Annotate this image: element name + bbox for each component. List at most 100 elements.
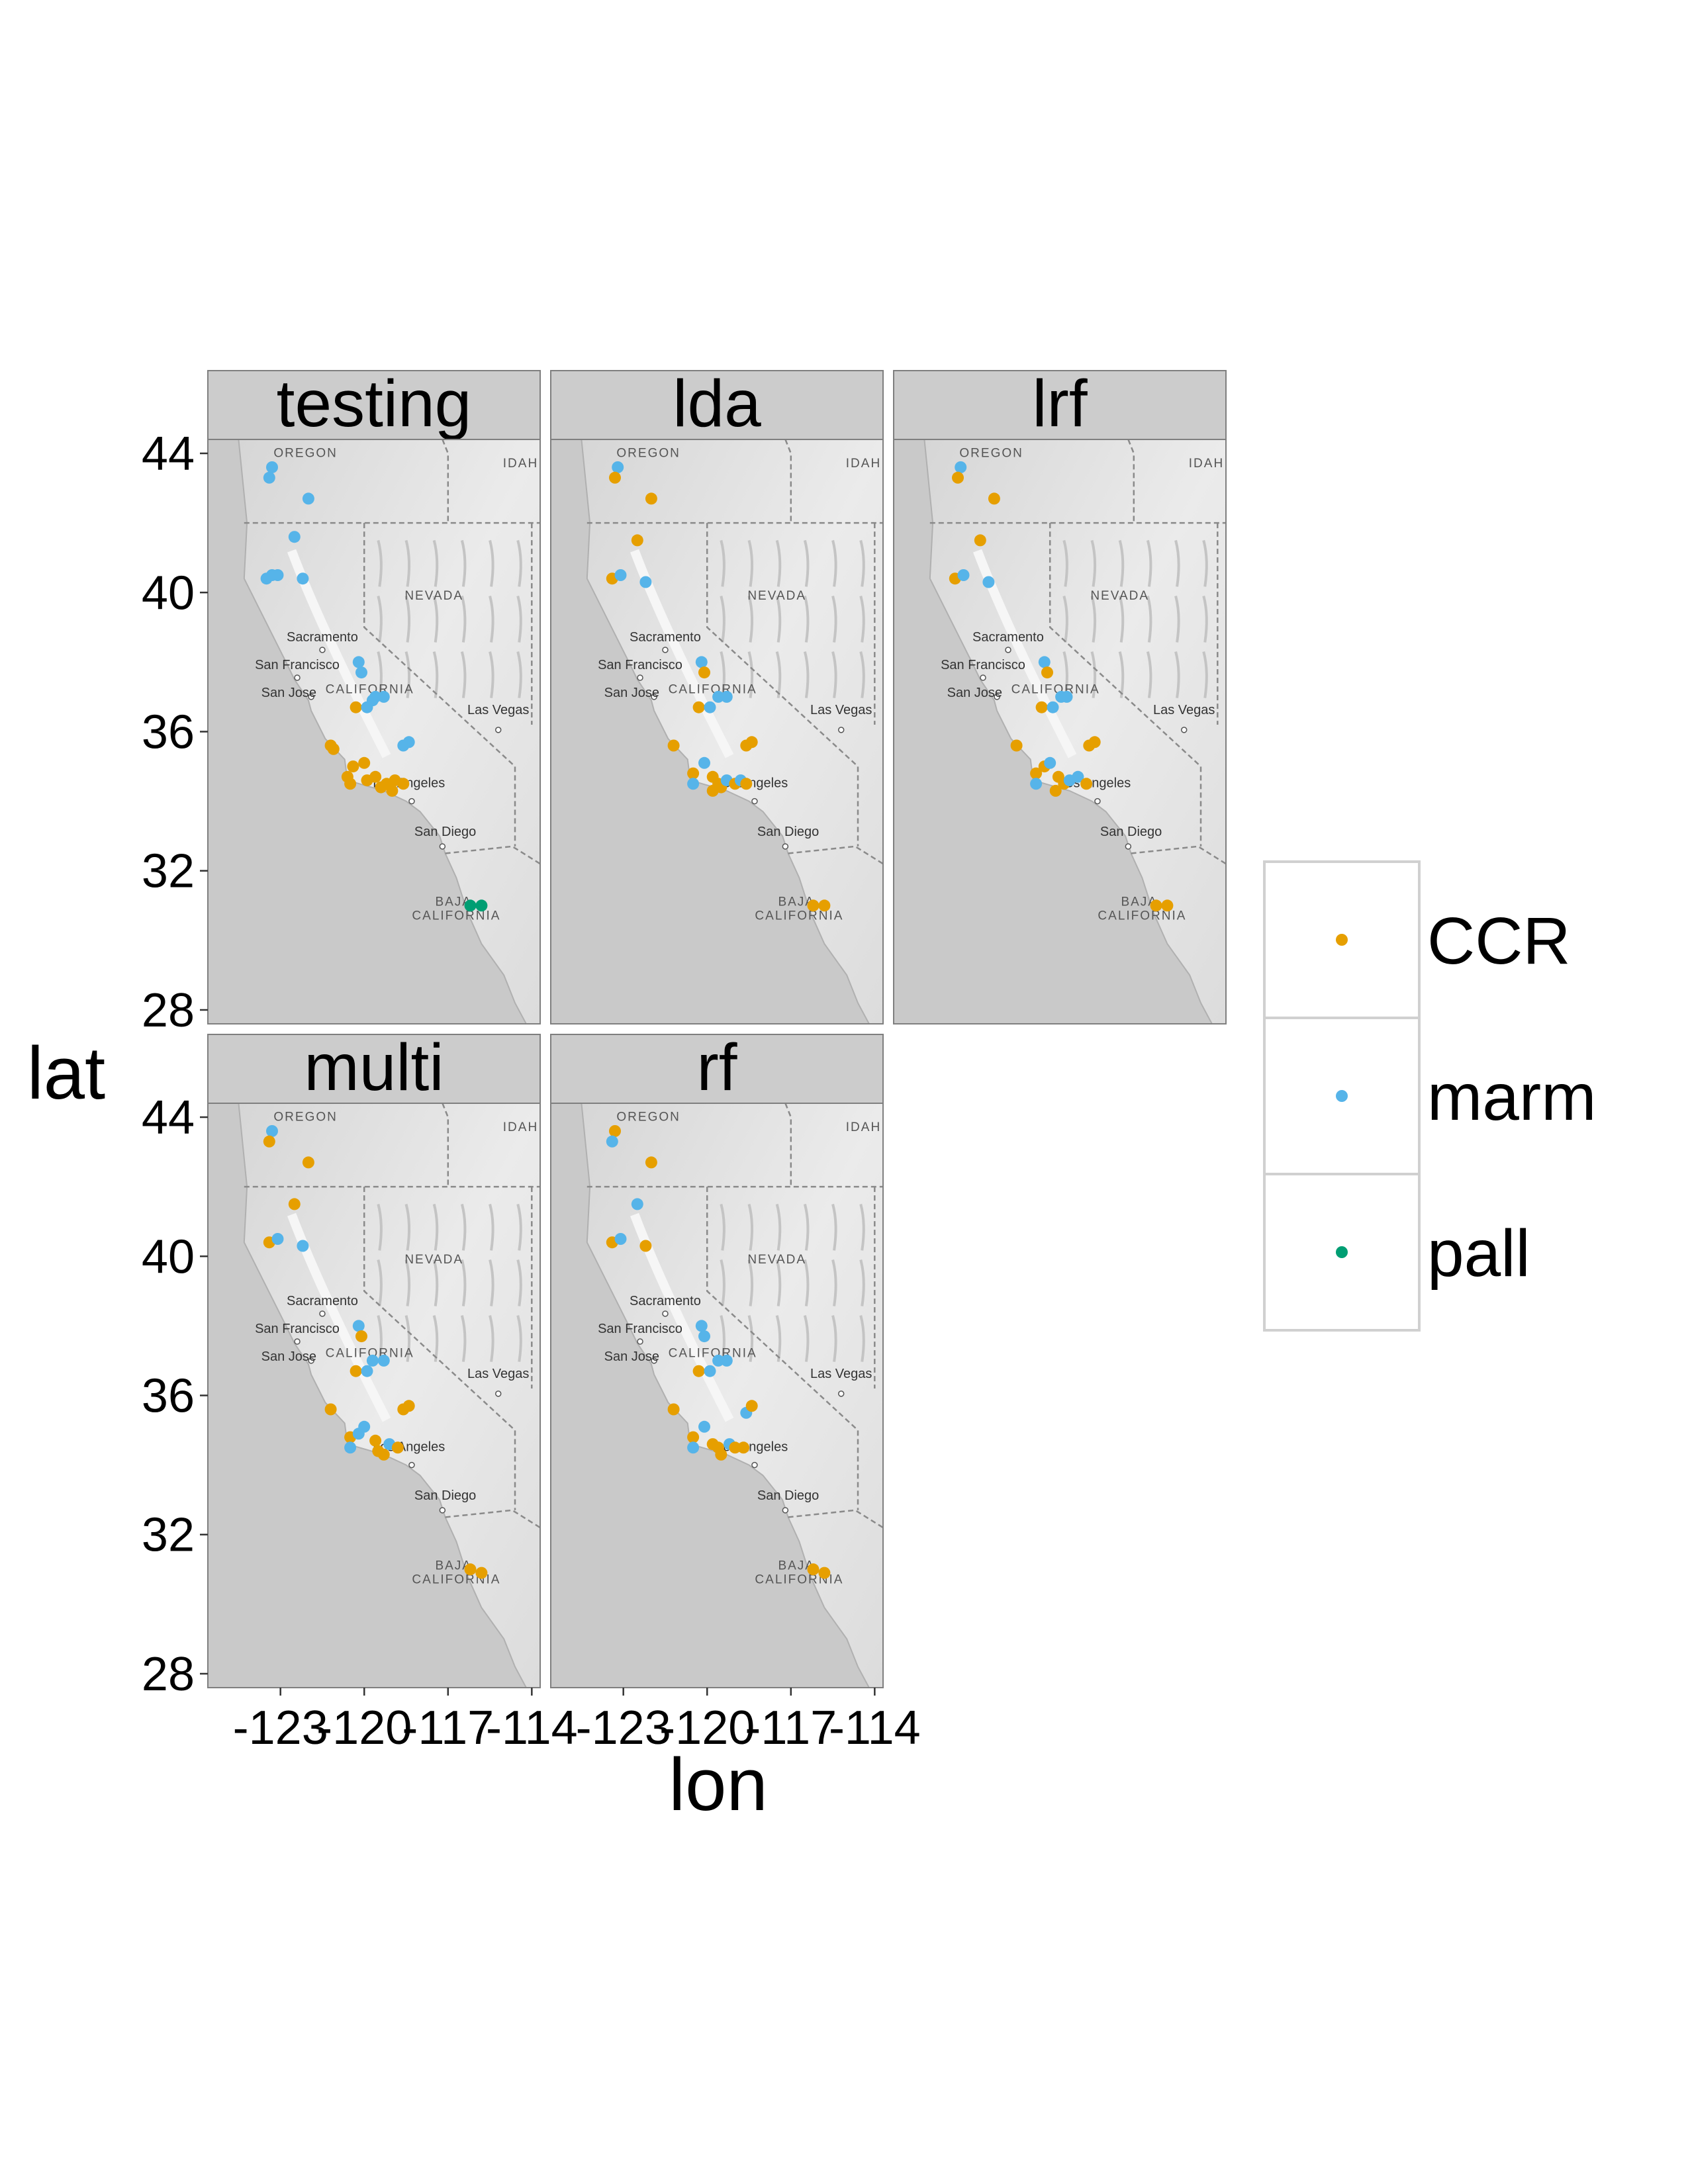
city-marker bbox=[294, 674, 301, 681]
legend-label: CCR bbox=[1427, 904, 1571, 978]
data-point-CCR bbox=[347, 760, 359, 773]
facet-panel-rf: rfOREGONIDAHNEVADACALIFORNIABAJACALIFORN… bbox=[550, 1030, 884, 1688]
terrain-ridge bbox=[803, 651, 810, 698]
terrain-ridge bbox=[1174, 651, 1180, 698]
terrain-ridge bbox=[859, 1259, 865, 1306]
data-point-CCR bbox=[1041, 666, 1053, 679]
data-point-CCR bbox=[706, 784, 719, 797]
data-point-CCR bbox=[341, 770, 353, 783]
central-valley bbox=[287, 1212, 391, 1422]
city-marker bbox=[837, 727, 845, 733]
state-border bbox=[784, 439, 792, 523]
data-point-CCR bbox=[974, 534, 986, 547]
terrain-ridge bbox=[377, 1259, 383, 1306]
data-point-marm bbox=[982, 576, 995, 588]
data-point-marm bbox=[631, 1198, 643, 1210]
data-point-marm bbox=[614, 1233, 627, 1245]
state-border bbox=[706, 523, 859, 846]
x-tick-label: -123 bbox=[233, 1702, 328, 1754]
terrain-ridge bbox=[859, 1315, 865, 1362]
facet-panels: testing OREGONIDAHNEVADACALIFORNIABAJACAL… bbox=[207, 367, 1227, 1688]
data-point-CCR bbox=[327, 743, 340, 755]
data-point-marm bbox=[695, 656, 708, 668]
y-tick-label: 44 bbox=[142, 1091, 195, 1144]
data-point-marm bbox=[712, 1354, 725, 1367]
terrain-ridge bbox=[1174, 596, 1180, 643]
x-tick-label: -114 bbox=[829, 1702, 921, 1754]
data-point-CCR bbox=[667, 1403, 680, 1416]
data-point-marm bbox=[955, 461, 967, 473]
data-point-CCR bbox=[687, 767, 700, 780]
state-border bbox=[363, 1187, 516, 1510]
city-marker bbox=[980, 674, 986, 681]
terrain-ridge bbox=[831, 1203, 837, 1251]
city-label: Las Vegas bbox=[1153, 703, 1215, 717]
terrain-ridge bbox=[516, 1259, 522, 1306]
city-marker bbox=[439, 1507, 446, 1514]
legend: CCR marm pall bbox=[1263, 860, 1597, 1332]
data-point-CCR bbox=[397, 778, 410, 790]
terrain-ridge bbox=[1146, 539, 1152, 587]
terrain-ridge bbox=[747, 539, 754, 587]
terrain-ridge bbox=[1090, 651, 1097, 698]
state-border bbox=[1049, 523, 1202, 846]
terrain-ridge bbox=[460, 1203, 467, 1251]
terrain-ridge bbox=[516, 596, 522, 643]
facet-strip bbox=[550, 370, 884, 440]
data-point-marm bbox=[263, 471, 275, 484]
city-label: Las Vegas bbox=[810, 1367, 872, 1381]
data-point-marm bbox=[698, 1330, 710, 1343]
terrain-ridge bbox=[775, 596, 782, 643]
x-tick-label: -123 bbox=[576, 1702, 671, 1754]
terrain-ridge bbox=[747, 1203, 754, 1251]
y-tick-label: 28 bbox=[142, 984, 195, 1037]
city-label: San Diego bbox=[757, 1488, 819, 1503]
terrain-ridge bbox=[1118, 596, 1125, 643]
terrain-ridge bbox=[489, 651, 494, 698]
data-point-CCR bbox=[1049, 784, 1062, 797]
facet-label: lda bbox=[673, 367, 761, 441]
data-point-marm bbox=[297, 572, 309, 585]
basemap: OREGONIDAHNEVADACALIFORNIABAJACALIFORNIA… bbox=[551, 439, 883, 1024]
data-point-marm bbox=[352, 1320, 365, 1332]
city-marker bbox=[408, 797, 415, 805]
data-point-CCR bbox=[609, 471, 621, 484]
terrain-ridge bbox=[1118, 539, 1125, 587]
city-label: San Jose bbox=[604, 686, 659, 700]
terrain-ridge bbox=[831, 1315, 837, 1362]
facet-label: testing bbox=[277, 367, 472, 441]
data-point-marm bbox=[352, 656, 365, 668]
state-border bbox=[784, 1103, 792, 1187]
city-marker bbox=[994, 694, 1000, 700]
city-marker bbox=[1005, 647, 1011, 653]
facet-label: rf bbox=[696, 1030, 737, 1105]
city-marker bbox=[651, 694, 657, 700]
city-label: San Diego bbox=[414, 1488, 476, 1503]
city-marker bbox=[651, 1357, 657, 1364]
terrain-ridge bbox=[747, 651, 754, 698]
data-point-CCR bbox=[377, 1448, 390, 1461]
terrain-ridge bbox=[831, 539, 837, 587]
region-label: IDAH bbox=[1189, 457, 1224, 471]
facet-panel-lda: ldaOREGONIDAHNEVADACALIFORNIABAJACALIFOR… bbox=[550, 367, 884, 1024]
terrain-ridge bbox=[747, 1315, 754, 1362]
data-point-CCR bbox=[952, 471, 964, 484]
terrain-ridge bbox=[859, 651, 865, 698]
data-point-marm bbox=[355, 666, 367, 679]
terrain-ridge bbox=[404, 1315, 411, 1362]
data-point-CCR bbox=[729, 1441, 741, 1454]
data-point-marm bbox=[288, 531, 301, 543]
data-point-CCR bbox=[692, 1365, 705, 1377]
terrain-ridge bbox=[859, 539, 865, 587]
terrain-ridge bbox=[460, 651, 467, 698]
data-point-CCR bbox=[737, 1441, 750, 1454]
city-label: San Diego bbox=[414, 825, 476, 839]
data-point-marm bbox=[358, 1420, 371, 1433]
terrain-ridge bbox=[831, 1259, 837, 1306]
y-tick-label: 28 bbox=[142, 1648, 195, 1701]
data-point-marm bbox=[1044, 756, 1056, 769]
y-tick-label: 36 bbox=[142, 706, 195, 759]
terrain-ridge bbox=[516, 1203, 522, 1251]
terrain-ridge bbox=[460, 1315, 467, 1362]
